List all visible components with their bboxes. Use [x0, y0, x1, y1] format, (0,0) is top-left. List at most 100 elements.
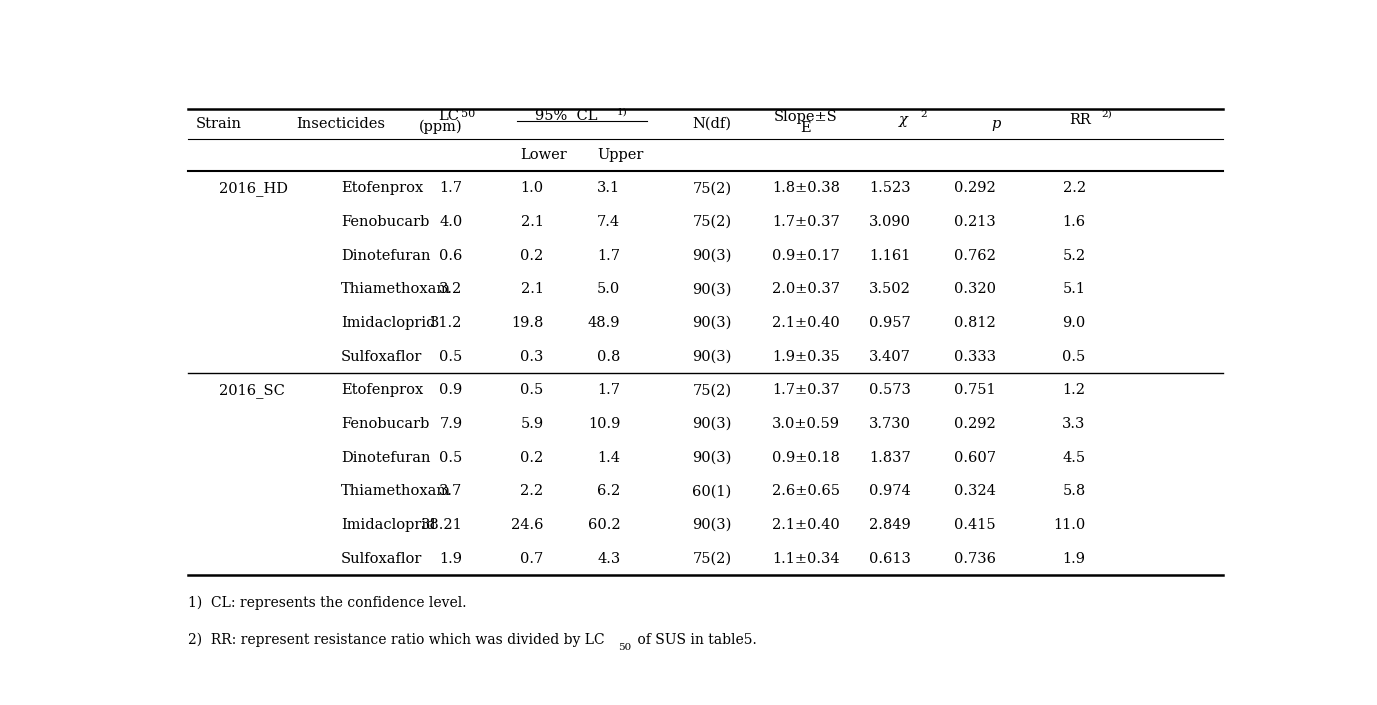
Text: 5.1: 5.1	[1063, 282, 1085, 296]
Text: 2)  RR: represent resistance ratio which was divided by LC: 2) RR: represent resistance ratio which …	[189, 633, 605, 647]
Text: 2.1: 2.1	[521, 215, 544, 229]
Text: 2.0±0.37: 2.0±0.37	[772, 282, 840, 296]
Text: 2.849: 2.849	[869, 518, 910, 532]
Text: 75(2): 75(2)	[693, 384, 731, 397]
Text: 3.2: 3.2	[439, 282, 463, 296]
Text: 1.6: 1.6	[1063, 215, 1085, 229]
Text: E: E	[800, 121, 811, 135]
Text: Strain: Strain	[196, 117, 242, 131]
Text: 1.0: 1.0	[521, 181, 544, 195]
Text: 4.3: 4.3	[598, 551, 620, 565]
Text: 19.8: 19.8	[511, 316, 544, 330]
Text: 0.3: 0.3	[521, 350, 544, 364]
Text: 90(3): 90(3)	[693, 518, 731, 532]
Text: Fenobucarb: Fenobucarb	[340, 215, 430, 229]
Text: 0.607: 0.607	[954, 450, 996, 465]
Text: 3.090: 3.090	[869, 215, 910, 229]
Text: 95%  CL: 95% CL	[534, 109, 598, 123]
Text: 2.1±0.40: 2.1±0.40	[772, 316, 840, 330]
Text: Etofenprox: Etofenprox	[340, 384, 423, 397]
Text: 0.9±0.18: 0.9±0.18	[772, 450, 840, 465]
Text: 90(3): 90(3)	[693, 249, 731, 262]
Text: 38.21: 38.21	[420, 518, 463, 532]
Text: 0.9: 0.9	[439, 384, 463, 397]
Text: 90(3): 90(3)	[693, 282, 731, 296]
Text: 3.730: 3.730	[869, 417, 910, 431]
Text: 24.6: 24.6	[511, 518, 544, 532]
Text: 5.2: 5.2	[1063, 249, 1085, 262]
Text: Fenobucarb: Fenobucarb	[340, 417, 430, 431]
Text: 3.0±0.59: 3.0±0.59	[772, 417, 840, 431]
Text: 1.523: 1.523	[869, 181, 910, 195]
Text: 7.9: 7.9	[439, 417, 463, 431]
Text: p: p	[991, 117, 1001, 131]
Text: 2.2: 2.2	[1063, 181, 1085, 195]
Text: Etofenprox: Etofenprox	[340, 181, 423, 195]
Text: 3.1: 3.1	[598, 181, 620, 195]
Text: 1.9±0.35: 1.9±0.35	[772, 350, 840, 364]
Text: 1.8±0.38: 1.8±0.38	[772, 181, 840, 195]
Text: Upper: Upper	[598, 148, 643, 162]
Text: 2: 2	[920, 110, 927, 118]
Text: 5.8: 5.8	[1063, 484, 1085, 498]
Text: 1.7: 1.7	[439, 181, 463, 195]
Text: 4.0: 4.0	[439, 215, 463, 229]
Text: 90(3): 90(3)	[693, 450, 731, 465]
Text: 0.5: 0.5	[521, 384, 544, 397]
Text: 0.415: 0.415	[954, 518, 996, 532]
Text: 60(1): 60(1)	[693, 484, 731, 498]
Text: 0.320: 0.320	[954, 282, 996, 296]
Text: Imidacloprid: Imidacloprid	[340, 518, 435, 532]
Text: 1.9: 1.9	[1063, 551, 1085, 565]
Text: 1.4: 1.4	[598, 450, 620, 465]
Text: 11.0: 11.0	[1053, 518, 1085, 532]
Text: 0.762: 0.762	[954, 249, 996, 262]
Text: Sulfoxaflor: Sulfoxaflor	[340, 350, 423, 364]
Text: 0.292: 0.292	[954, 417, 996, 431]
Text: 0.213: 0.213	[954, 215, 996, 229]
Text: 75(2): 75(2)	[693, 181, 731, 195]
Text: Thiamethoxam: Thiamethoxam	[340, 282, 450, 296]
Text: 3.7: 3.7	[439, 484, 463, 498]
Text: 48.9: 48.9	[588, 316, 620, 330]
Text: 6.2: 6.2	[598, 484, 620, 498]
Text: 90(3): 90(3)	[693, 316, 731, 330]
Text: 0.292: 0.292	[954, 181, 996, 195]
Text: of SUS in table5.: of SUS in table5.	[632, 633, 756, 647]
Text: 2016_SC: 2016_SC	[219, 383, 285, 398]
Text: 9.0: 9.0	[1063, 316, 1085, 330]
Text: 31.2: 31.2	[430, 316, 463, 330]
Text: 5.0: 5.0	[598, 282, 620, 296]
Text: Lower: Lower	[521, 148, 567, 162]
Text: 2016_HD: 2016_HD	[219, 181, 288, 196]
Text: Dinotefuran: Dinotefuran	[340, 249, 430, 262]
Text: 0.812: 0.812	[954, 316, 996, 330]
Text: 0.9±0.17: 0.9±0.17	[772, 249, 840, 262]
Text: N(df): N(df)	[693, 117, 731, 131]
Text: 1)  CL: represents the confidence level.: 1) CL: represents the confidence level.	[189, 596, 467, 611]
Text: LC: LC	[438, 109, 459, 123]
Text: 0.5: 0.5	[1063, 350, 1085, 364]
Text: 7.4: 7.4	[598, 215, 620, 229]
Text: 50: 50	[618, 643, 632, 651]
Text: Thiamethoxam: Thiamethoxam	[340, 484, 450, 498]
Text: (ppm): (ppm)	[419, 120, 463, 134]
Text: 0.324: 0.324	[954, 484, 996, 498]
Text: 0.957: 0.957	[869, 316, 910, 330]
Text: 2.2: 2.2	[521, 484, 544, 498]
Text: 1.7: 1.7	[598, 384, 620, 397]
Text: 1.837: 1.837	[869, 450, 910, 465]
Text: 0.5: 0.5	[439, 350, 463, 364]
Text: 60.2: 60.2	[588, 518, 620, 532]
Text: 0.751: 0.751	[954, 384, 996, 397]
Text: 75(2): 75(2)	[693, 215, 731, 229]
Text: 0.2: 0.2	[521, 249, 544, 262]
Text: Dinotefuran: Dinotefuran	[340, 450, 430, 465]
Text: 0.736: 0.736	[954, 551, 996, 565]
Text: 5.9: 5.9	[521, 417, 544, 431]
Text: 0.6: 0.6	[439, 249, 463, 262]
Text: 0.2: 0.2	[521, 450, 544, 465]
Text: 0.613: 0.613	[869, 551, 910, 565]
Text: 1.9: 1.9	[439, 551, 463, 565]
Text: 2): 2)	[1102, 110, 1113, 118]
